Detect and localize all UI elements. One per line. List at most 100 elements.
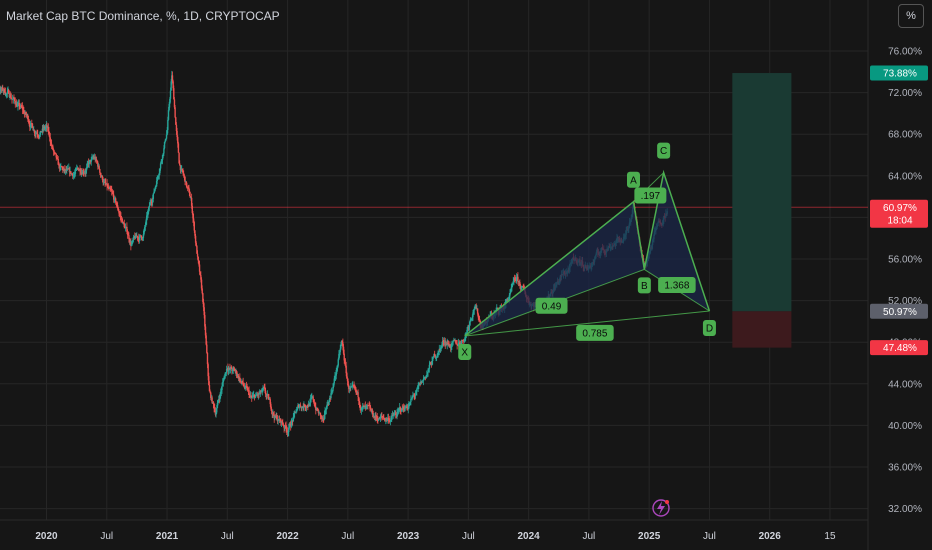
candle-body	[264, 387, 266, 391]
candle-body	[239, 380, 242, 382]
candle-body	[187, 187, 190, 189]
candle-body	[124, 227, 126, 228]
candle-body	[4, 89, 6, 93]
candle-body	[369, 405, 371, 409]
price-axis[interactable]: 76.00%72.00%68.00%64.00%60.00%56.00%52.0…	[888, 47, 922, 516]
candle-body	[138, 237, 141, 241]
candle-body	[194, 230, 196, 236]
candle-body	[323, 414, 326, 420]
candle-body	[292, 416, 295, 422]
candle-body	[132, 236, 135, 240]
ratio-label-bg	[576, 324, 614, 341]
candle-body	[121, 218, 123, 224]
candle-body	[371, 410, 374, 415]
point-label-a: A	[626, 171, 640, 188]
bolt-icon[interactable]	[652, 499, 670, 517]
point-label-d: D	[702, 320, 716, 336]
candle-body	[354, 387, 357, 390]
candle-body	[36, 133, 38, 135]
candle-body	[415, 391, 417, 395]
candle-body	[149, 202, 151, 206]
candle-body	[471, 317, 474, 319]
candle-body	[112, 192, 114, 195]
candle-body	[163, 141, 166, 149]
candle-body	[399, 407, 402, 410]
candle-body	[153, 189, 156, 192]
ratio-label-text: .197	[641, 191, 661, 202]
candle-body	[391, 415, 393, 418]
candle-body	[472, 312, 474, 318]
candle-body	[297, 405, 300, 408]
candle-body	[387, 417, 390, 421]
target-zone[interactable]	[732, 73, 792, 312]
candle-body	[113, 194, 115, 200]
percent-scale-button[interactable]: %	[898, 4, 924, 28]
candle-body	[131, 241, 133, 245]
candle-body	[294, 411, 297, 413]
candle-body	[329, 397, 332, 399]
candle-body	[198, 260, 200, 265]
candle-body	[367, 404, 369, 406]
x-tick-label: Jul	[100, 531, 113, 542]
xab-triangle[interactable]	[464, 201, 645, 336]
candle-body	[103, 182, 105, 184]
candle-body	[218, 398, 220, 401]
candle-body	[268, 398, 270, 400]
candle-body	[434, 355, 437, 358]
time-axis[interactable]: 52020Jul2021Jul2022Jul2023Jul2024Jul2025…	[0, 531, 836, 542]
candle-body	[386, 419, 388, 420]
candle-body	[56, 157, 58, 159]
candle-body	[67, 168, 69, 170]
candle-body	[330, 391, 333, 394]
bolt-icon-ring[interactable]	[652, 499, 670, 517]
candle-body	[172, 81, 174, 89]
y-tick-label: 44.00%	[888, 379, 922, 390]
ratio-label-text: 0.785	[582, 328, 607, 339]
candle-body	[118, 211, 120, 214]
candle-body	[167, 119, 169, 130]
candle-body	[68, 167, 71, 173]
candle-body	[332, 383, 335, 387]
candle-body	[47, 127, 50, 132]
pattern-ratio-line[interactable]	[464, 310, 710, 337]
bcd-triangle[interactable]	[644, 172, 710, 311]
price-tag-text: 47.48%	[883, 343, 917, 354]
candle-body	[202, 293, 204, 302]
candle-body	[62, 167, 64, 171]
candle-body	[106, 183, 108, 187]
price-tag-bg	[870, 65, 928, 81]
candle-body	[246, 386, 248, 390]
candle-body	[334, 375, 337, 377]
candle-body	[120, 217, 123, 219]
candle-body	[393, 413, 396, 416]
harmonic-pattern[interactable]	[464, 169, 711, 337]
candle-body	[82, 171, 85, 173]
candle-body	[293, 413, 295, 417]
position-tool[interactable]	[732, 73, 792, 348]
candle-body	[28, 122, 30, 125]
candle-body	[381, 416, 384, 418]
candle-body	[146, 215, 148, 221]
candle-body	[175, 124, 178, 132]
candle-body	[464, 337, 466, 341]
y-tick-label: 72.00%	[888, 88, 922, 99]
stop-zone[interactable]	[732, 311, 792, 348]
candle-body	[254, 397, 256, 399]
candle-body	[130, 244, 133, 246]
ratio-label: 1.368	[658, 277, 696, 293]
candle-body	[260, 390, 262, 392]
candle-body	[159, 163, 162, 169]
candle-body	[343, 353, 345, 361]
candle-body	[183, 173, 185, 176]
candle-body	[100, 174, 102, 177]
candle-body	[167, 110, 170, 120]
candle-body	[253, 394, 256, 398]
candle-body	[410, 398, 412, 403]
candle-body	[6, 93, 8, 95]
candle-body	[55, 153, 57, 158]
bolt-icon-glyph[interactable]	[657, 501, 665, 515]
candle-body	[333, 378, 335, 384]
candle-body	[62, 170, 65, 171]
candle-body	[50, 143, 53, 147]
